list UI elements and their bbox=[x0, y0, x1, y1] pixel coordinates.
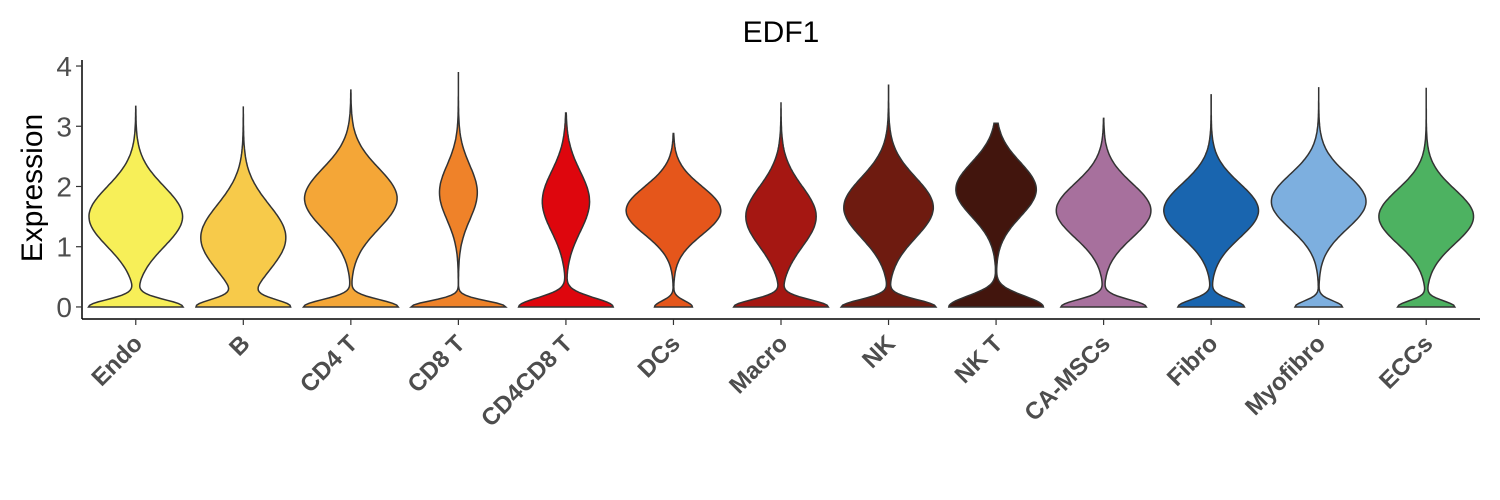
violin-ca-mscs bbox=[1055, 117, 1152, 308]
y-ticks: 0 1 2 3 4 bbox=[56, 51, 82, 323]
violin-eccs bbox=[1378, 87, 1475, 308]
x-tick-label: Myofibro bbox=[1240, 330, 1331, 421]
violin-macro bbox=[732, 102, 830, 308]
violin-myofibro bbox=[1270, 87, 1367, 308]
violin-cd4-t bbox=[301, 89, 400, 308]
x-tick-label: CD4 T bbox=[295, 330, 363, 398]
y-tick-label: 4 bbox=[56, 51, 72, 82]
violin-b bbox=[194, 106, 292, 308]
chart-title: EDF1 bbox=[743, 16, 820, 49]
y-tick-label: 1 bbox=[56, 232, 72, 263]
x-tick-label: CD8 T bbox=[403, 330, 471, 398]
x-tick-label: B bbox=[224, 330, 255, 361]
x-tick-label: Endo bbox=[86, 330, 148, 392]
y-axis-label: Expression bbox=[16, 114, 49, 262]
x-tick-label: DCs bbox=[633, 330, 686, 383]
y-tick-label: 2 bbox=[56, 171, 72, 202]
x-tick-label: NK bbox=[857, 330, 901, 374]
violin-cd4cd8-t bbox=[517, 112, 615, 308]
x-tick-label: NK T bbox=[950, 330, 1009, 389]
x-ticks: Endo B CD4 T CD8 T CD4CD8 T DCs Macro NK NK T CA-… bbox=[86, 319, 1438, 432]
x-tick-label: Macro bbox=[724, 330, 793, 399]
x-tick-label: Fibro bbox=[1162, 330, 1224, 392]
y-tick-label: 0 bbox=[56, 292, 72, 323]
x-tick-label: CA-MSCs bbox=[1019, 330, 1115, 426]
violin-group bbox=[87, 72, 1475, 308]
x-tick-label: ECCs bbox=[1374, 330, 1438, 394]
violin-nk bbox=[839, 84, 938, 308]
violin-fibro bbox=[1163, 94, 1260, 308]
violin-endo bbox=[87, 105, 185, 308]
violin-cd8-t bbox=[409, 72, 508, 308]
violin-dcs bbox=[625, 132, 722, 308]
violin-nk-t bbox=[947, 122, 1045, 308]
x-tick-label: CD4CD8 T bbox=[476, 330, 578, 432]
y-tick-label: 3 bbox=[56, 111, 72, 142]
